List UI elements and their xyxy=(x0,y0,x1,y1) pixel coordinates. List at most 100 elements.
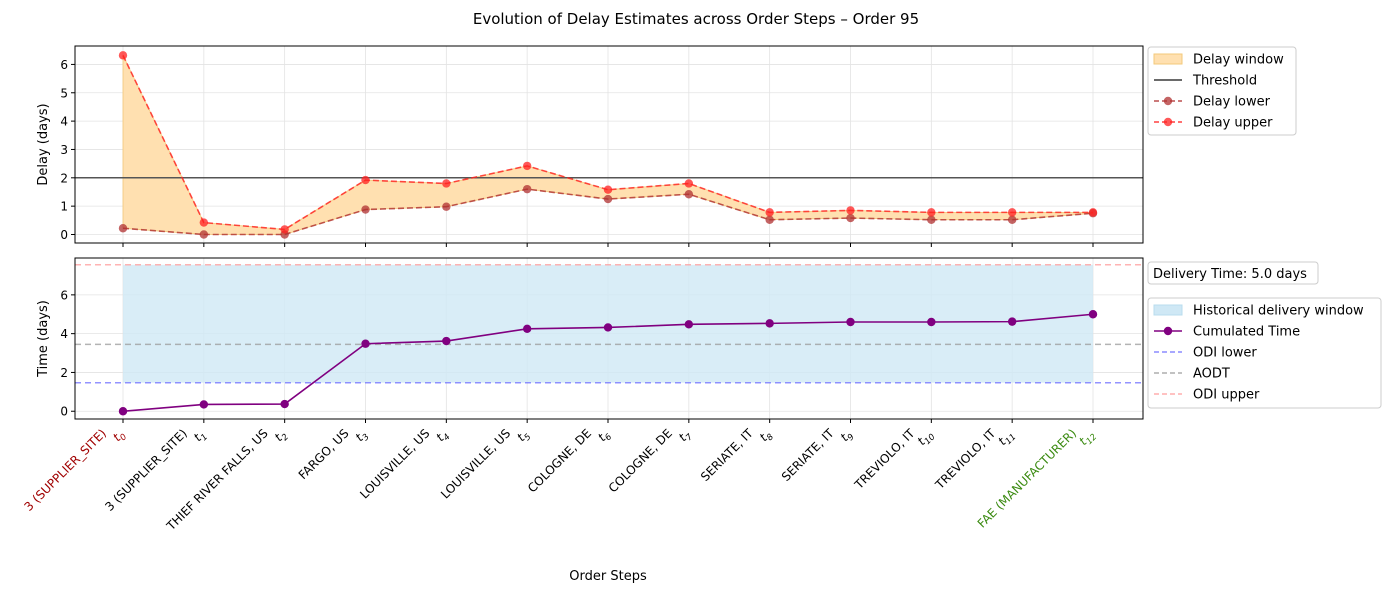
x-tick-step-name-group: FARGO, US xyxy=(296,426,352,482)
delay-lower-point xyxy=(1007,215,1017,224)
cumulated-time-point xyxy=(603,323,613,332)
cumulated-time-point xyxy=(280,399,289,409)
y-tick-label: 0 xyxy=(60,228,68,242)
x-tick-step-index-group: t9 xyxy=(838,427,857,446)
x-tick-step-index: t0 xyxy=(110,427,129,446)
x-tick-step-name-group: TREVIOLO, IT xyxy=(851,426,918,493)
x-tick-subscript: 4 xyxy=(442,432,453,443)
x-tick-step-index: t12 xyxy=(1076,427,1099,450)
legend-label-delay-lower: Delay lower xyxy=(1193,95,1271,110)
x-tick-step-index: t3 xyxy=(353,427,372,446)
cumulated-time-point xyxy=(199,400,209,409)
legend-label-threshold: Threshold xyxy=(1192,74,1257,89)
x-tick-step-index: t7 xyxy=(676,427,696,447)
delay-upper-point xyxy=(361,175,370,185)
legend-label-historical-window: Historical delivery window xyxy=(1193,304,1364,319)
y-tick-label: 4 xyxy=(60,327,68,341)
x-tick-step-index: t10 xyxy=(915,427,938,450)
x-tick-step-index: t5 xyxy=(514,427,533,446)
legend-swatch-historical-window xyxy=(1153,304,1183,316)
delay-upper-point xyxy=(603,185,613,194)
x-tick-step-name-group: SERIATE, IT xyxy=(779,426,837,484)
y-tick-label: 4 xyxy=(60,115,68,129)
delay-lower-point xyxy=(684,190,694,199)
x-tick-step-index-group: t5 xyxy=(514,427,533,446)
delay-lower-point xyxy=(846,213,855,223)
delay-lower-point xyxy=(118,224,128,233)
x-tick-step-index: t9 xyxy=(838,427,857,446)
legend-label-delay-upper: Delay upper xyxy=(1193,116,1273,131)
axes-frame xyxy=(74,45,1144,244)
delay-legend: Delay window Threshold Delay lower Delay up… xyxy=(1147,46,1297,136)
delay-upper-point xyxy=(1088,208,1098,217)
delay-upper-point xyxy=(280,225,289,234)
x-tick-step-index-group: t8 xyxy=(757,430,777,444)
delay-lower-point xyxy=(199,230,209,239)
x-tick-labels: 3 (SUPPLIER_SITE) t03 (SUPPLIER_SITE) t1TH… xyxy=(22,426,1100,534)
cumulated-time-point xyxy=(118,407,128,416)
legend-label-odi-lower: ODI lower xyxy=(1193,346,1257,361)
legend-label-aodt: AODT xyxy=(1193,367,1230,382)
x-axis-label: Order Steps xyxy=(569,569,647,584)
cumulated-time-point xyxy=(1007,317,1017,326)
delay-lower-point xyxy=(927,215,936,224)
delay-lower-point xyxy=(522,184,532,194)
cumulated-time-point xyxy=(684,320,694,329)
legend-frame xyxy=(1147,261,1319,285)
x-tick-step-index-group: t0 xyxy=(110,427,129,446)
x-tick-subscript: 9 xyxy=(846,432,857,443)
x-tick-step-index: t2 xyxy=(272,427,291,446)
x-tick-step-index: t4 xyxy=(433,427,452,446)
y-tick-label: 6 xyxy=(60,288,68,302)
y-tick-label: 5 xyxy=(60,86,68,100)
delay-upper-point xyxy=(522,161,532,171)
x-tick-step-name: COLOGNE, DE xyxy=(606,426,675,495)
cumulated-time-point xyxy=(927,317,936,327)
cumulated-time-point xyxy=(1088,310,1098,319)
x-tick-step-index-group: t7 xyxy=(676,427,696,447)
y-axis-label: Delay (days) xyxy=(36,103,51,185)
delay-lower-point xyxy=(442,202,451,211)
cumulated-time-point xyxy=(361,339,370,348)
legend-marker xyxy=(1163,326,1173,336)
x-tick-step-name-group: SERIATE, IT xyxy=(698,426,756,484)
legend-label-delay-window: Delay window xyxy=(1193,53,1284,68)
x-tick-subscript: 7 xyxy=(684,432,695,443)
x-tick-step-name-group: COLOGNE, DE xyxy=(525,426,594,495)
y-tick-label: 1 xyxy=(60,200,68,214)
delay-upper-point xyxy=(846,206,855,215)
legend-marker xyxy=(1163,117,1173,127)
delay-upper-point xyxy=(684,179,694,188)
time-panel: 0 2 4 6 Time (days) xyxy=(36,257,1144,423)
axes-frame xyxy=(74,257,1144,420)
y-tick-label: 2 xyxy=(60,171,68,185)
cumulated-time-point xyxy=(846,317,855,327)
delay-upper-point xyxy=(442,179,451,188)
chart-title: Evolution of Delay Estimates across Orde… xyxy=(473,10,919,28)
delay-lower-point xyxy=(361,205,370,214)
delay-lower-point xyxy=(603,194,613,204)
x-tick-step-name: SERIATE, IT xyxy=(698,426,756,484)
x-tick-step-name: 3 (SUPPLIER_SITE) xyxy=(22,426,110,514)
x-tick-step-name: FARGO, US xyxy=(296,426,352,482)
delay-lower-point xyxy=(765,215,774,224)
x-tick-subscript: 2 xyxy=(280,432,291,443)
x-tick-step-name: COLOGNE, DE xyxy=(525,426,594,495)
cumulated-time-point xyxy=(765,319,774,328)
x-tick-subscript: 8 xyxy=(765,432,776,443)
delay-upper-point xyxy=(199,218,209,227)
x-tick-subscript: 3 xyxy=(361,432,372,443)
x-tick-subscript: 6 xyxy=(603,432,614,443)
delivery-time-annotation: Delivery Time: 5.0 days xyxy=(1153,267,1307,282)
x-tick-step-index: t11 xyxy=(995,427,1018,450)
x-tick-step-index-group: t12 xyxy=(1076,427,1099,450)
legend-frame xyxy=(1147,46,1297,136)
x-tick-step-index: t6 xyxy=(595,427,615,447)
time-legend: Delivery Time: 5.0 days Historical delive… xyxy=(1147,261,1382,409)
x-tick-step-name-group: COLOGNE, DE xyxy=(606,426,675,495)
y-tick-label: 3 xyxy=(60,143,68,157)
legend-label-odi-upper: ODI upper xyxy=(1193,388,1260,403)
x-tick-step-name: SERIATE, IT xyxy=(779,426,837,484)
